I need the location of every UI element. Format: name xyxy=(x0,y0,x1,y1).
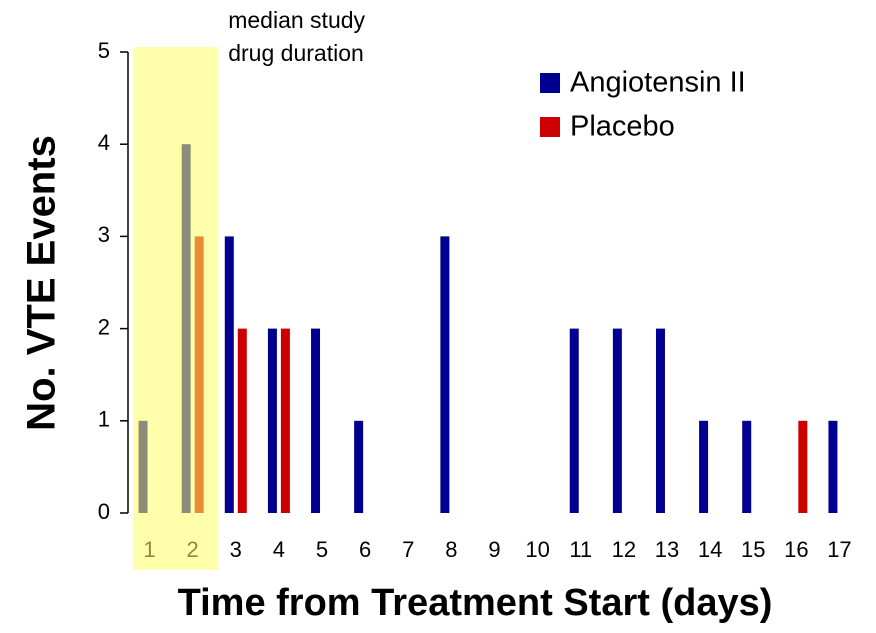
x-tick-label: 14 xyxy=(698,537,722,562)
legend-label: Placebo xyxy=(570,111,675,143)
bar xyxy=(655,328,665,513)
x-tick-label: 13 xyxy=(655,537,679,562)
x-tick-label: 6 xyxy=(359,537,371,562)
y-tick-label: 0 xyxy=(98,499,110,524)
y-tick-label: 1 xyxy=(98,407,110,432)
x-tick-label: 17 xyxy=(827,537,851,562)
bar xyxy=(267,328,277,513)
x-tick-label: 10 xyxy=(525,537,549,562)
y-axis-label: No. VTE Events xyxy=(20,135,64,431)
highlight-region xyxy=(133,47,219,570)
x-tick-label: 8 xyxy=(445,537,457,562)
annotation: drug duration xyxy=(228,40,364,66)
x-axis-label: Time from Treatment Start (days) xyxy=(178,582,773,624)
x-tick-label: 16 xyxy=(784,537,808,562)
bar xyxy=(828,420,838,513)
bar xyxy=(237,328,247,513)
bar xyxy=(311,328,321,513)
bar xyxy=(224,236,234,513)
x-tick-label: 15 xyxy=(741,537,765,562)
x-tick-label: 11 xyxy=(569,537,592,562)
x-tick-label: 7 xyxy=(402,537,414,562)
bar xyxy=(699,420,709,513)
bar xyxy=(742,420,752,513)
x-tick-label: 3 xyxy=(230,537,242,562)
y-tick-label: 2 xyxy=(98,314,110,339)
legend-label: Angiotensin II xyxy=(570,67,746,99)
y-tick-label: 5 xyxy=(98,38,110,63)
x-tick-label: 9 xyxy=(488,537,500,562)
bar xyxy=(798,420,808,513)
bar xyxy=(280,328,290,513)
y-tick-label: 4 xyxy=(98,130,110,155)
bar xyxy=(440,236,450,513)
legend-swatch xyxy=(540,117,560,137)
bar xyxy=(354,420,364,513)
legend-swatch xyxy=(540,73,560,93)
bar xyxy=(612,328,622,513)
y-tick-label: 3 xyxy=(98,222,110,247)
x-tick-label: 5 xyxy=(316,537,328,562)
bar xyxy=(569,328,579,513)
x-tick-label: 12 xyxy=(612,537,636,562)
annotation: median study xyxy=(228,7,365,33)
x-tick-label: 4 xyxy=(273,537,285,562)
